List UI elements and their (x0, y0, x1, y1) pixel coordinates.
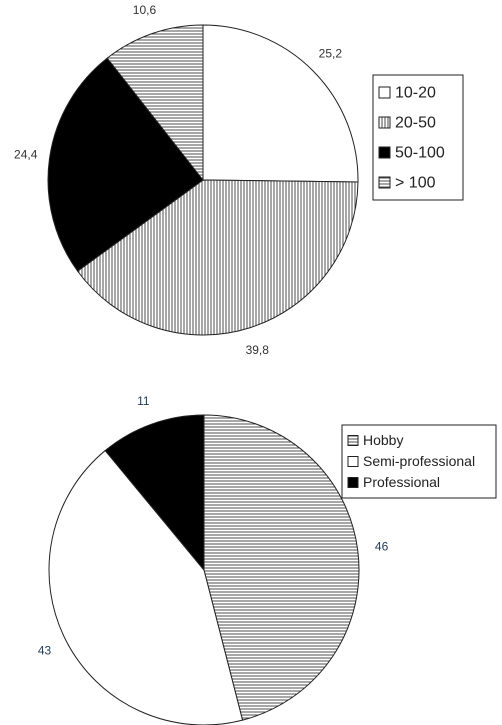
pie-slice (104, 414, 205, 572)
pie-slice (48, 449, 244, 725)
legend-swatch (378, 176, 391, 189)
legend-swatch (378, 86, 391, 99)
legend-label: 10-20 (395, 85, 436, 102)
legend-label: Semi-professional (363, 453, 475, 469)
legend-label: Hobby (363, 432, 403, 448)
legend-label: 50-100 (395, 145, 445, 162)
legend-label: > 100 (395, 175, 436, 192)
legend-label: Professional (363, 474, 440, 490)
data-label: 10,6 (133, 3, 157, 17)
data-label: 39,8 (246, 343, 270, 357)
legend-label: 20-50 (395, 115, 436, 132)
pie-slice (47, 57, 204, 272)
data-label: 46 (375, 540, 389, 554)
data-label: 11 (137, 394, 150, 408)
legend-swatch (347, 435, 359, 446)
legend-swatch (347, 456, 359, 467)
legend-swatch (378, 116, 391, 129)
pie-slice (106, 24, 204, 182)
legend-swatch (347, 477, 359, 488)
pie-slice (203, 414, 360, 721)
data-label: 25,2 (319, 46, 343, 60)
pie-slice (76, 179, 359, 336)
legend-box (341, 424, 497, 499)
data-label: 43 (38, 643, 52, 657)
data-label: 24,4 (14, 148, 38, 162)
legend-swatch (378, 146, 391, 159)
pie-slice (202, 24, 359, 183)
